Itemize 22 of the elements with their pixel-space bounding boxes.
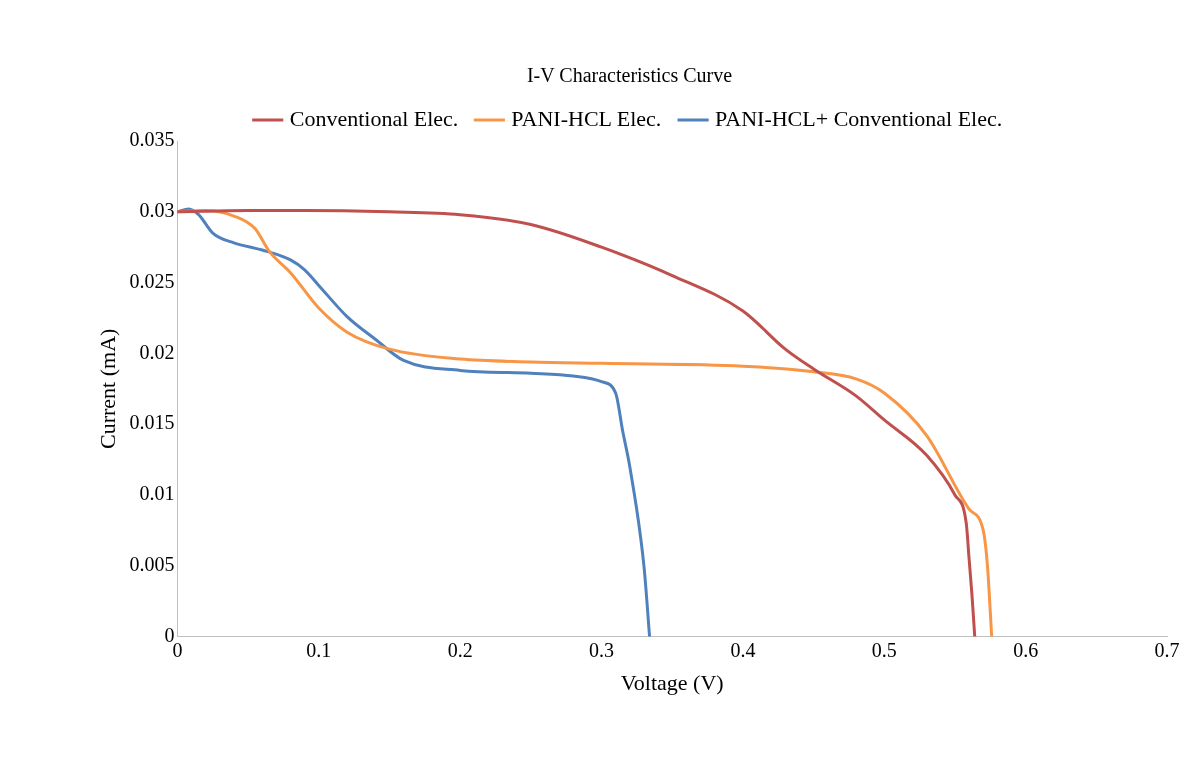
- y-tick-label: 0.02: [139, 340, 175, 363]
- x-tick-label: 0.5: [871, 638, 897, 661]
- legend-label: PANI-HCL Elec.: [511, 105, 662, 131]
- x-tick-label: 0.7: [1154, 638, 1180, 661]
- y-tick-label: 0.035: [129, 128, 175, 151]
- y-tick-label: 0: [164, 623, 175, 646]
- x-tick-label: 0.3: [589, 638, 615, 661]
- x-tick-label: 0.4: [730, 638, 756, 661]
- y-tick-label: 0.025: [129, 269, 175, 292]
- chart-title: I-V Characteristics Curve: [526, 64, 733, 87]
- x-axis-title: Voltage (V): [620, 669, 724, 695]
- x-tick-label: 0.6: [1013, 638, 1039, 661]
- x-tick-label: 0.2: [447, 638, 473, 661]
- y-tick-label: 0.03: [139, 199, 175, 222]
- y-axis-title: Current (mA): [94, 328, 120, 449]
- legend-label: Conventional Elec.: [289, 105, 459, 131]
- x-tick-label: 0.1: [306, 638, 332, 661]
- y-tick-label: 0.01: [139, 482, 175, 505]
- legend-label: PANI-HCL+ Conventional Elec.: [715, 105, 1003, 131]
- y-tick-label: 0.015: [129, 411, 175, 434]
- y-tick-label: 0.005: [129, 553, 175, 576]
- line-series: [177, 207, 652, 637]
